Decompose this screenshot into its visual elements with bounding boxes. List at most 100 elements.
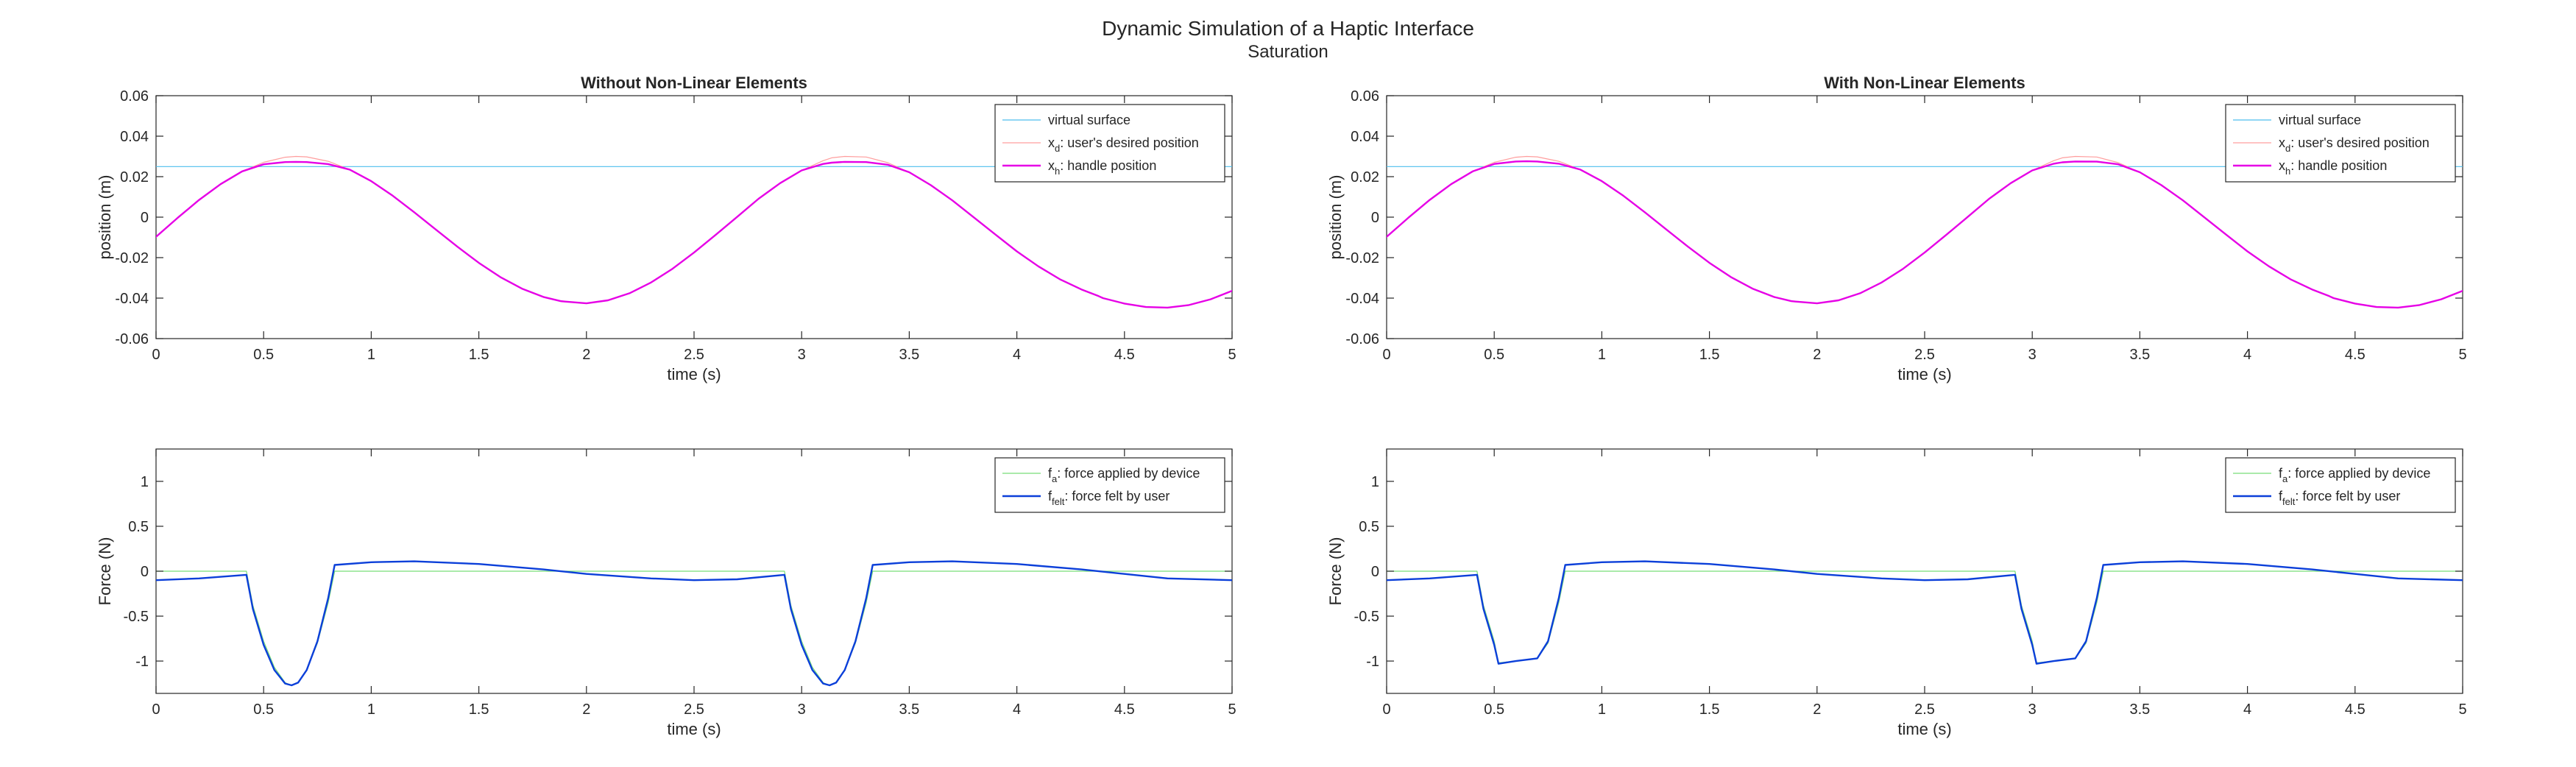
x-tick-label: 1.5 (1699, 701, 1720, 718)
y-tick-label: -0.02 (1345, 250, 1379, 266)
y-tick-label: -1 (135, 654, 149, 670)
legend-entry: xh: handle position (2279, 158, 2387, 177)
y-tick-label: -0.06 (1345, 331, 1379, 347)
x-tick-label: 4.5 (2345, 701, 2366, 718)
legend-entry: ffelt: force felt by user (2279, 489, 2400, 507)
y-tick-label: 0.02 (120, 169, 149, 185)
legend-entry: virtual surface (2279, 113, 2361, 127)
series-group (1387, 560, 2463, 665)
x-tick-label: 2 (1813, 347, 1821, 363)
x-tick-label: 3.5 (899, 701, 919, 718)
y-tick-label: 0.5 (1359, 519, 1379, 535)
legend-entry: virtual surface (1048, 113, 1130, 127)
x-tick-label: 1 (1598, 347, 1606, 363)
x-tick-label: 2 (1813, 701, 1821, 718)
x-tick-label: 1 (367, 347, 375, 363)
x-tick-label: 5 (1228, 347, 1236, 363)
x-tick-label: 2 (582, 347, 590, 363)
x-tick-label: 0.5 (253, 701, 274, 718)
x-tick-label: 3 (2028, 347, 2037, 363)
x-tick-label: 2.5 (684, 701, 704, 718)
y-tick-label: -0.04 (115, 291, 149, 307)
x-tick-label: 0 (1382, 701, 1390, 718)
y-tick-label: 0.04 (120, 129, 149, 145)
figure-title: Dynamic Simulation of a Haptic Interface (1102, 17, 1474, 40)
y-tick-label: -0.5 (1354, 609, 1379, 625)
x-tick-label: 1.5 (469, 347, 489, 363)
legend-entry: xd: user's desired position (2279, 135, 2430, 154)
x-tick-label: 3 (798, 347, 806, 363)
x-tick-label: 2.5 (1914, 347, 1935, 363)
x-tick-label: 0 (152, 347, 160, 363)
y-axis-label: Force (N) (96, 537, 114, 606)
x-axis-label: time (s) (667, 365, 721, 384)
legend: virtual surface xd: user's desired positi… (994, 104, 1225, 183)
x-tick-label: 4 (2243, 701, 2251, 718)
x-axis-label: time (s) (667, 720, 721, 738)
x-tick-label: 4 (1013, 701, 1021, 718)
y-tick-label: 0.04 (1351, 129, 1379, 145)
chart-panel-2: 0 0.5 1 1.5 2 2.5 3 3.5 4 4.5 5 -0.06 -0.04 -0.02 0 0.0… (1326, 74, 2467, 384)
y-tick-label: -0.04 (1345, 291, 1379, 307)
chart-title: With Non-Linear Elements (1824, 74, 2025, 92)
x-tick-label: 0.5 (1484, 347, 1504, 363)
legend-entry: xh: handle position (1048, 158, 1156, 177)
chart-panel-4: 0 0.5 1 1.5 2 2.5 3 3.5 4 4.5 5 -1 -0.5 0 0.5 1 time (s)… (1326, 448, 2467, 738)
chart-title: Without Non-Linear Elements (581, 74, 807, 92)
y-tick-label: -0.02 (115, 250, 149, 266)
y-tick-label: 0 (141, 210, 149, 226)
x-tick-label: 1 (367, 701, 375, 718)
y-axis-label: position (m) (96, 175, 114, 260)
x-tick-label: 3.5 (899, 347, 919, 363)
legend-entry: xd: user's desired position (1048, 135, 1199, 154)
y-tick-label: 0 (141, 564, 149, 580)
x-tick-label: 0.5 (1484, 701, 1504, 718)
y-tick-label: 0.06 (1351, 88, 1379, 105)
legend: fa: force applied by device ffelt: force … (2225, 457, 2456, 513)
x-tick-label: 4 (2243, 347, 2251, 363)
y-tick-label: 0.06 (120, 88, 149, 105)
x-tick-label: 1.5 (469, 701, 489, 718)
series-line-2 (156, 560, 1232, 687)
x-axis-label: time (s) (1897, 720, 1951, 738)
y-tick-label: 0.5 (128, 519, 149, 535)
y-tick-label: -1 (1366, 654, 1379, 670)
x-tick-label: 0 (152, 701, 160, 718)
y-tick-label: -0.5 (124, 609, 149, 625)
x-tick-label: 5 (2458, 347, 2466, 363)
x-tick-label: 2.5 (1914, 701, 1935, 718)
x-tick-label: 2 (582, 701, 590, 718)
series-line-3 (1387, 160, 2463, 309)
series-line-2 (1387, 560, 2463, 665)
y-tick-label: 0 (1371, 210, 1379, 226)
series-group (156, 560, 1232, 687)
x-tick-label: 4 (1013, 347, 1021, 363)
x-tick-label: 2.5 (684, 347, 704, 363)
legend-entry: ffelt: force felt by user (1048, 489, 1170, 507)
y-axis-label: position (m) (1326, 175, 1345, 260)
x-tick-label: 4.5 (1114, 701, 1135, 718)
x-tick-label: 0.5 (253, 347, 274, 363)
y-tick-label: 0.02 (1351, 169, 1379, 185)
y-tick-label: 1 (1371, 474, 1379, 490)
legend: virtual surface xd: user's desired positi… (2225, 104, 2456, 183)
y-axis-label: Force (N) (1326, 537, 1345, 606)
legend-box (994, 457, 1225, 513)
legend-box (2225, 457, 2456, 513)
chart-panel-1: 0 0.5 1 1.5 2 2.5 3 3.5 4 4.5 5 -0.06 -0.04 -0.02 0 0.0… (96, 74, 1236, 384)
x-tick-label: 3 (2028, 701, 2037, 718)
y-tick-label: 1 (141, 474, 149, 490)
figure-subtitle: Saturation (1248, 42, 1328, 62)
x-tick-label: 3 (798, 701, 806, 718)
legend-entry: fa: force applied by device (2279, 466, 2430, 484)
x-tick-label: 3.5 (2129, 701, 2150, 718)
x-tick-label: 3.5 (2129, 347, 2150, 363)
x-tick-label: 5 (1228, 701, 1236, 718)
x-tick-label: 0 (1382, 347, 1390, 363)
x-tick-label: 1.5 (1699, 347, 1720, 363)
legend: fa: force applied by device ffelt: force … (994, 457, 1225, 513)
y-tick-label: 0 (1371, 564, 1379, 580)
plot-panels: 0 0.5 1 1.5 2 2.5 3 3.5 4 4.5 5 -0.06 -0.04 -0.02 0 0.0… (96, 74, 2467, 738)
x-tick-label: 1 (1598, 701, 1606, 718)
y-tick-label: -0.06 (115, 331, 149, 347)
